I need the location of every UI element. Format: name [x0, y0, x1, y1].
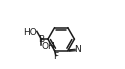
Text: F: F	[53, 52, 59, 61]
Text: OH: OH	[42, 42, 56, 51]
Text: B: B	[38, 35, 44, 44]
Text: N: N	[74, 45, 81, 54]
Text: HO: HO	[23, 28, 37, 37]
